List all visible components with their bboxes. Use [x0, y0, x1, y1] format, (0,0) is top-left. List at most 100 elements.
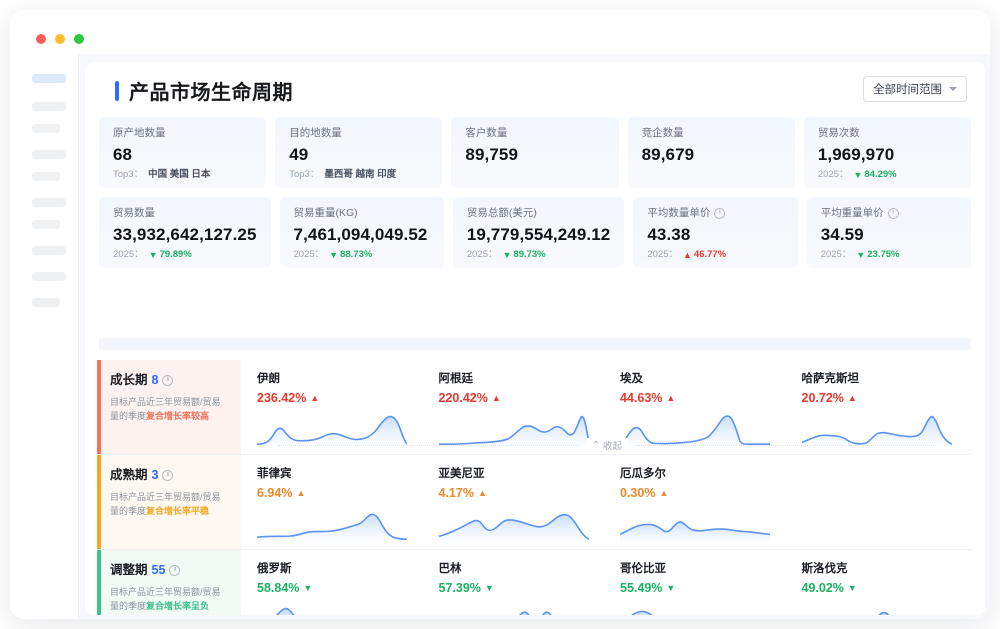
stage-panel-2[interactable]: 成熟期 3 i 目标产品近三年贸易额/贸易量的季度复合增长率平稳: [97, 455, 241, 549]
stat-card-top3-value: 墨西哥 越南 印度: [324, 169, 397, 180]
stat-card-label-text: 竞企数量: [641, 127, 684, 139]
stage-color-stripe: [97, 360, 101, 454]
country-growth-rate: 20.72% ▲: [802, 390, 964, 406]
country-growth-rate: 55.49% ▼: [620, 580, 782, 596]
arrow-up-icon: ▲: [683, 249, 692, 260]
country-name: 巴林: [438, 563, 462, 575]
stat-card-subline: 2025： ▲ 46.77%: [647, 249, 783, 261]
country-name: 菲律宾: [257, 468, 292, 480]
country-growth-rate: 220.42% ▲: [439, 390, 601, 406]
arrow-down-icon: ▼: [484, 582, 494, 593]
stat-card: 平均重量单价 i 34.59 2025： ▼ 23.75%: [806, 197, 972, 268]
stat-card-top3-value: 中国 美国 日本: [148, 169, 211, 180]
country-card[interactable]: 阿根廷 220.42% ▲: [429, 372, 611, 448]
stat-card-label-text: 平均数量单价: [647, 207, 711, 219]
close-icon[interactable]: [36, 34, 46, 44]
country-name: 厄瓜多尔: [620, 468, 666, 480]
country-sparkline: [257, 410, 419, 448]
stage-name: 调整期: [110, 563, 148, 577]
stage-color-stripe: [97, 455, 101, 549]
country-name: 斯洛伐克: [801, 563, 848, 575]
stage-title: 成长期 8 i: [110, 372, 229, 389]
stat-card-label-text: 客户数量: [465, 127, 508, 139]
stat-card-value: 33,932,642,127.25: [113, 225, 257, 244]
country-card[interactable]: 菲律宾 6.94% ▲: [247, 467, 429, 543]
country-card[interactable]: 亚美尼亚 4.17% ▲: [429, 467, 611, 543]
stat-card-value: 68: [113, 145, 133, 164]
info-icon[interactable]: i: [169, 565, 181, 576]
minimize-icon[interactable]: [55, 34, 65, 44]
stat-cards: 原产地数量 68 Top3： 中国 美国 日本 目的地数量 49 Top3： 墨西哥 越南 印…: [99, 117, 972, 277]
info-icon[interactable]: i: [162, 375, 174, 386]
arrow-up-icon: ▲: [659, 487, 669, 498]
stat-card-value: 89,679: [641, 145, 695, 164]
lifecycle-stage-row: 成长期 8 i 目标产品近三年贸易额/贸易量的季度复合增长率较高 伊朗 236.42% ▲ 阿…: [97, 360, 973, 455]
collapse-button[interactable]: ⌃ 收起: [586, 438, 628, 452]
stage-description-text: 目标产品近三年贸易额/贸易量的季度: [110, 492, 221, 516]
stat-card: 贸易重量(KG) 7,461,094,049.52 2025： ▼ 88.73%: [279, 197, 444, 268]
arrow-down-icon: ▼: [303, 582, 313, 593]
stage-panel-1[interactable]: 成长期 8 i 目标产品近三年贸易额/贸易量的季度复合增长率较高: [97, 360, 241, 454]
country-card[interactable]: 斯洛伐克 49.02% ▼: [792, 562, 974, 615]
title-accent-bar: [115, 80, 119, 101]
country-card[interactable]: 哈萨克斯坦 20.72% ▲: [792, 372, 974, 448]
stat-card-sub-label: Top3：: [113, 169, 144, 180]
info-icon[interactable]: i: [714, 207, 726, 219]
country-sparkline: [438, 505, 601, 543]
maximize-icon[interactable]: [74, 34, 84, 44]
sidebar-skeleton-item: [32, 150, 66, 159]
window-traffic-lights: [36, 34, 84, 44]
page-title-text: 产品市场生命周期: [129, 82, 293, 104]
lifecycle-stage-row: 成熟期 3 i 目标产品近三年贸易额/贸易量的季度复合增长率平稳 菲律宾 6.94% ▲ 亚美…: [97, 455, 973, 550]
sidebar-skeleton-item: [32, 298, 60, 307]
stage-description-text: 目标产品近三年贸易额/贸易量的季度: [110, 397, 221, 421]
sidebar-skeleton-item: [32, 246, 66, 255]
stat-card-value: 7,461,094,049.52: [293, 225, 428, 244]
country-growth-value: 236.42%: [257, 391, 307, 405]
stat-card: 竞企数量 89,679: [627, 117, 795, 188]
chevron-down-icon: [949, 87, 957, 91]
country-sparkline: [802, 600, 964, 615]
country-growth-rate: 0.30% ▲: [620, 485, 782, 501]
country-growth-rate: 44.63% ▲: [620, 390, 782, 406]
country-sparkline: [620, 410, 782, 448]
sidebar-skeleton-item: [32, 198, 66, 207]
stat-card-label: 贸易重量(KG): [294, 206, 430, 220]
stat-card-subline: 2025： ▼ 23.75%: [821, 249, 957, 261]
sidebar-skeleton: [10, 54, 78, 619]
info-icon[interactable]: i: [162, 470, 174, 481]
country-card[interactable]: 厄瓜多尔 0.30% ▲: [610, 467, 792, 543]
stat-card-change: ▼ 89.73%: [502, 249, 545, 261]
page-title: 产品市场生命周期: [115, 76, 293, 105]
stat-card-change-value: 46.77%: [693, 249, 727, 260]
stat-card-change: ▲ 46.77%: [683, 249, 726, 261]
stage-country-cards: 伊朗 236.42% ▲ 阿根廷 220.42% ▲ 埃及 44.63% ▲ 哈萨克斯坦 20.72…: [241, 360, 973, 454]
stat-card-subline: Top3： 中国 美国 日本: [113, 169, 252, 181]
stage-count: 3: [151, 468, 159, 482]
main-content: 产品市场生命周期 全部时间范围 原产地数量 68 Top3： 中国 美国 日本 目的地数…: [78, 54, 990, 619]
app-window: 产品市场生命周期 全部时间范围 原产地数量 68 Top3： 中国 美国 日本 目的地数…: [10, 10, 990, 619]
country-growth-value: 58.84%: [257, 581, 300, 595]
stage-description: 目标产品近三年贸易额/贸易量的季度复合增长率平稳: [110, 490, 229, 518]
country-growth-rate: 49.02% ▼: [802, 580, 964, 596]
stat-card: 原产地数量 68 Top3： 中国 美国 日本: [99, 117, 267, 188]
time-range-select[interactable]: 全部时间范围: [863, 76, 967, 102]
stat-card-value: 1,969,970: [817, 145, 895, 164]
country-card[interactable]: 伊朗 236.42% ▲: [247, 372, 429, 448]
info-icon[interactable]: i: [887, 207, 899, 219]
arrow-down-icon: ▼: [329, 249, 339, 260]
stat-card: 贸易总额(美元) 19,779,554,249.12 2025： ▼ 89.73%: [452, 197, 625, 268]
sidebar-skeleton-item: [32, 74, 66, 83]
stage-name: 成熟期: [110, 468, 148, 482]
country-card[interactable]: 俄罗斯 58.84% ▼: [247, 562, 429, 615]
arrow-down-icon: ▼: [847, 582, 857, 593]
stat-card-label: 客户数量: [465, 126, 604, 140]
country-card[interactable]: 埃及 44.63% ▲: [610, 372, 792, 448]
country-card[interactable]: 巴林 57.39% ▼: [429, 562, 611, 615]
country-growth-rate: 6.94% ▲: [257, 485, 419, 501]
arrow-down-icon: ▼: [502, 249, 512, 260]
stage-panel-3[interactable]: 调整期 55 i 目标产品近三年贸易额/贸易量的季度复合增长率呈负: [97, 550, 241, 615]
country-growth-value: 55.49%: [620, 581, 663, 595]
country-sparkline: [620, 505, 782, 543]
country-card[interactable]: 哥伦比亚 55.49% ▼: [610, 562, 792, 615]
